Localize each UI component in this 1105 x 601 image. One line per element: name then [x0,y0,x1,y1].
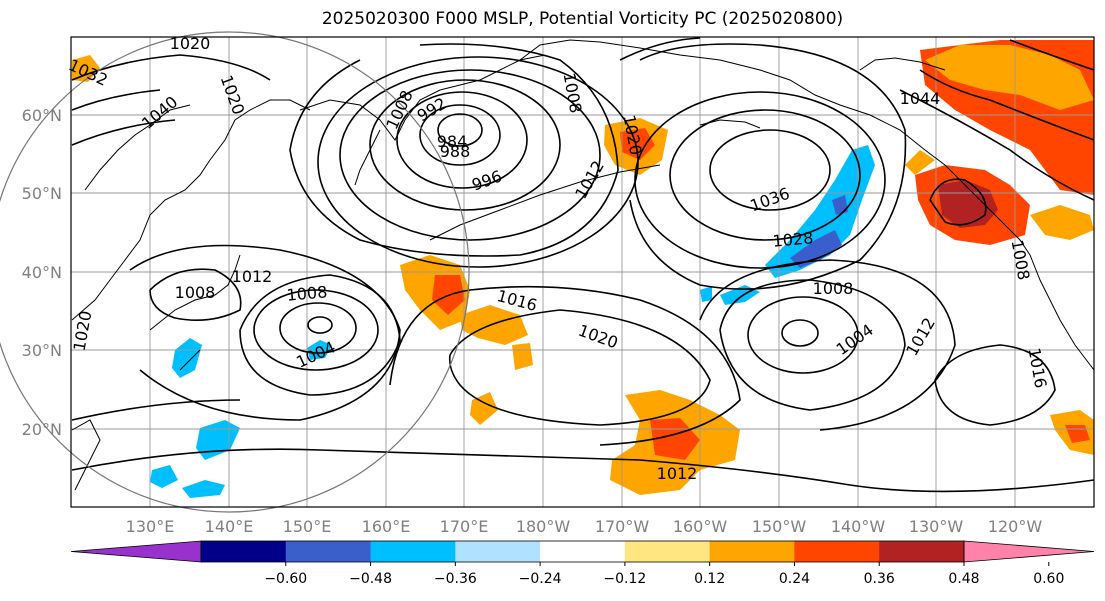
colorbar-tick-label: 0.24 [779,571,810,587]
lon-label: 140°E [205,517,254,536]
lon-label: 120°W [988,517,1043,536]
colorbar-segment [709,541,795,562]
colorbar-tick-label: 0.48 [948,571,979,587]
isobar-label: 1008 [813,279,854,298]
colorbar-segment [879,541,965,562]
map-title: 2025020300 F000 MSLP, Potential Vorticit… [321,9,844,29]
lon-label: 180°W [516,517,571,536]
colorbar-outline [200,540,965,563]
lon-label: 150°E [283,517,332,536]
lat-label: 50°N [22,184,62,203]
lon-label: 160°E [362,517,411,536]
colorbar-segment [540,541,626,562]
isobar-label: 1028 [772,228,814,250]
lon-label: 150°W [752,517,807,536]
colorbar-segments [70,540,1095,563]
colorbar-tick-label: 0.60 [1033,571,1064,587]
colorbar-tick-label: 0.36 [864,571,895,587]
isobar-label: 1008 [286,282,328,304]
lon-label: 140°W [831,517,886,536]
latitude-labels: 60°N 50°N 40°N 30°N 20°N [22,106,62,439]
map-frame [70,36,1095,508]
lon-label: 160°W [673,517,728,536]
isobar-label: 988 [440,142,471,161]
lon-label: 170°E [440,517,489,536]
colorbar-tick-label: −0.12 [603,571,646,587]
colorbar-tick-label: −0.60 [264,571,307,587]
lat-label: 60°N [22,106,62,125]
isobar-label: 1020 [170,34,211,53]
colorbar-extension-max [963,540,1095,563]
colorbar-segment [370,541,456,562]
colorbar-tick-label: −0.36 [434,571,477,587]
colorbar-segment [794,541,880,562]
lon-label: 130°E [126,517,175,536]
isobar-label: 1012 [657,464,698,483]
colorbar-segment [285,541,372,562]
positive-pv-regions [72,40,1094,495]
colorbar-segment [201,541,287,562]
colorbar-extension-min [70,540,202,563]
lon-label: 170°W [595,517,650,536]
longitude-labels: 130°E 140°E 150°E 160°E 170°E 180°W 170°… [126,517,1043,536]
colorbar-ticks: −0.60 −0.48 −0.36 −0.24 −0.12 0.12 0.24 0.36 0.4… [264,562,1064,587]
colorbar-tick-label: 0.12 [694,571,725,587]
lat-lon-grid [71,37,1094,507]
colorbar-tick-label: −0.48 [349,571,392,587]
range-ring [0,31,470,513]
lat-label: 20°N [22,420,62,439]
coastlines [71,39,1095,491]
mslp-isobars [71,37,1095,493]
isobar-label: 1012 [232,267,273,286]
lat-label: 40°N [22,263,62,282]
isobar-label: 984 [437,132,468,151]
colorbar-segment [624,541,711,562]
lon-label: 130°W [909,517,964,536]
colorbar-segment [455,541,541,562]
isobar-label: 1008 [175,283,216,302]
colorbar-tick-label: −0.24 [519,571,562,587]
lat-label: 30°N [22,341,62,360]
isobar-label: 1044 [900,89,941,108]
